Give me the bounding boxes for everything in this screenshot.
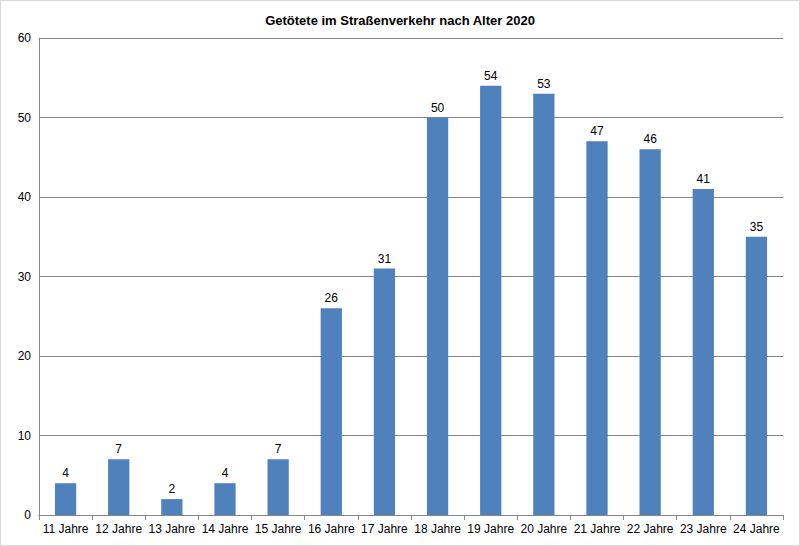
svg-text:20 Jahre: 20 Jahre	[521, 522, 568, 536]
svg-text:50: 50	[18, 111, 32, 125]
svg-text:23 Jahre: 23 Jahre	[680, 522, 727, 536]
svg-text:10: 10	[18, 429, 32, 443]
svg-text:40: 40	[18, 190, 32, 204]
svg-text:54: 54	[484, 69, 498, 83]
svg-text:41: 41	[697, 172, 711, 186]
svg-text:53: 53	[537, 77, 551, 91]
svg-text:31: 31	[378, 252, 392, 266]
svg-text:13 Jahre: 13 Jahre	[149, 522, 196, 536]
svg-text:17 Jahre: 17 Jahre	[361, 522, 408, 536]
svg-text:2: 2	[169, 482, 176, 496]
svg-text:12 Jahre: 12 Jahre	[95, 522, 142, 536]
svg-text:50: 50	[431, 101, 445, 115]
svg-text:7: 7	[275, 442, 282, 456]
svg-text:30: 30	[18, 270, 32, 284]
svg-text:16 Jahre: 16 Jahre	[308, 522, 355, 536]
svg-text:35: 35	[750, 220, 764, 234]
svg-text:Getötete im Straßenverkehr nac: Getötete im Straßenverkehr nach Alter 20…	[265, 13, 535, 28]
svg-text:21 Jahre: 21 Jahre	[574, 522, 621, 536]
svg-text:60: 60	[18, 31, 32, 45]
svg-text:4: 4	[62, 466, 69, 480]
svg-text:14 Jahre: 14 Jahre	[202, 522, 249, 536]
svg-text:22 Jahre: 22 Jahre	[627, 522, 674, 536]
svg-text:15 Jahre: 15 Jahre	[255, 522, 302, 536]
svg-text:46: 46	[643, 132, 657, 146]
svg-text:24 Jahre: 24 Jahre	[733, 522, 780, 536]
svg-text:18 Jahre: 18 Jahre	[414, 522, 461, 536]
svg-text:47: 47	[590, 124, 604, 138]
svg-text:4: 4	[222, 466, 229, 480]
svg-text:26: 26	[325, 291, 339, 305]
svg-text:20: 20	[18, 349, 32, 363]
svg-text:7: 7	[115, 442, 122, 456]
svg-text:19 Jahre: 19 Jahre	[467, 522, 514, 536]
svg-text:0: 0	[24, 508, 31, 522]
svg-text:11 Jahre: 11 Jahre	[43, 522, 89, 536]
